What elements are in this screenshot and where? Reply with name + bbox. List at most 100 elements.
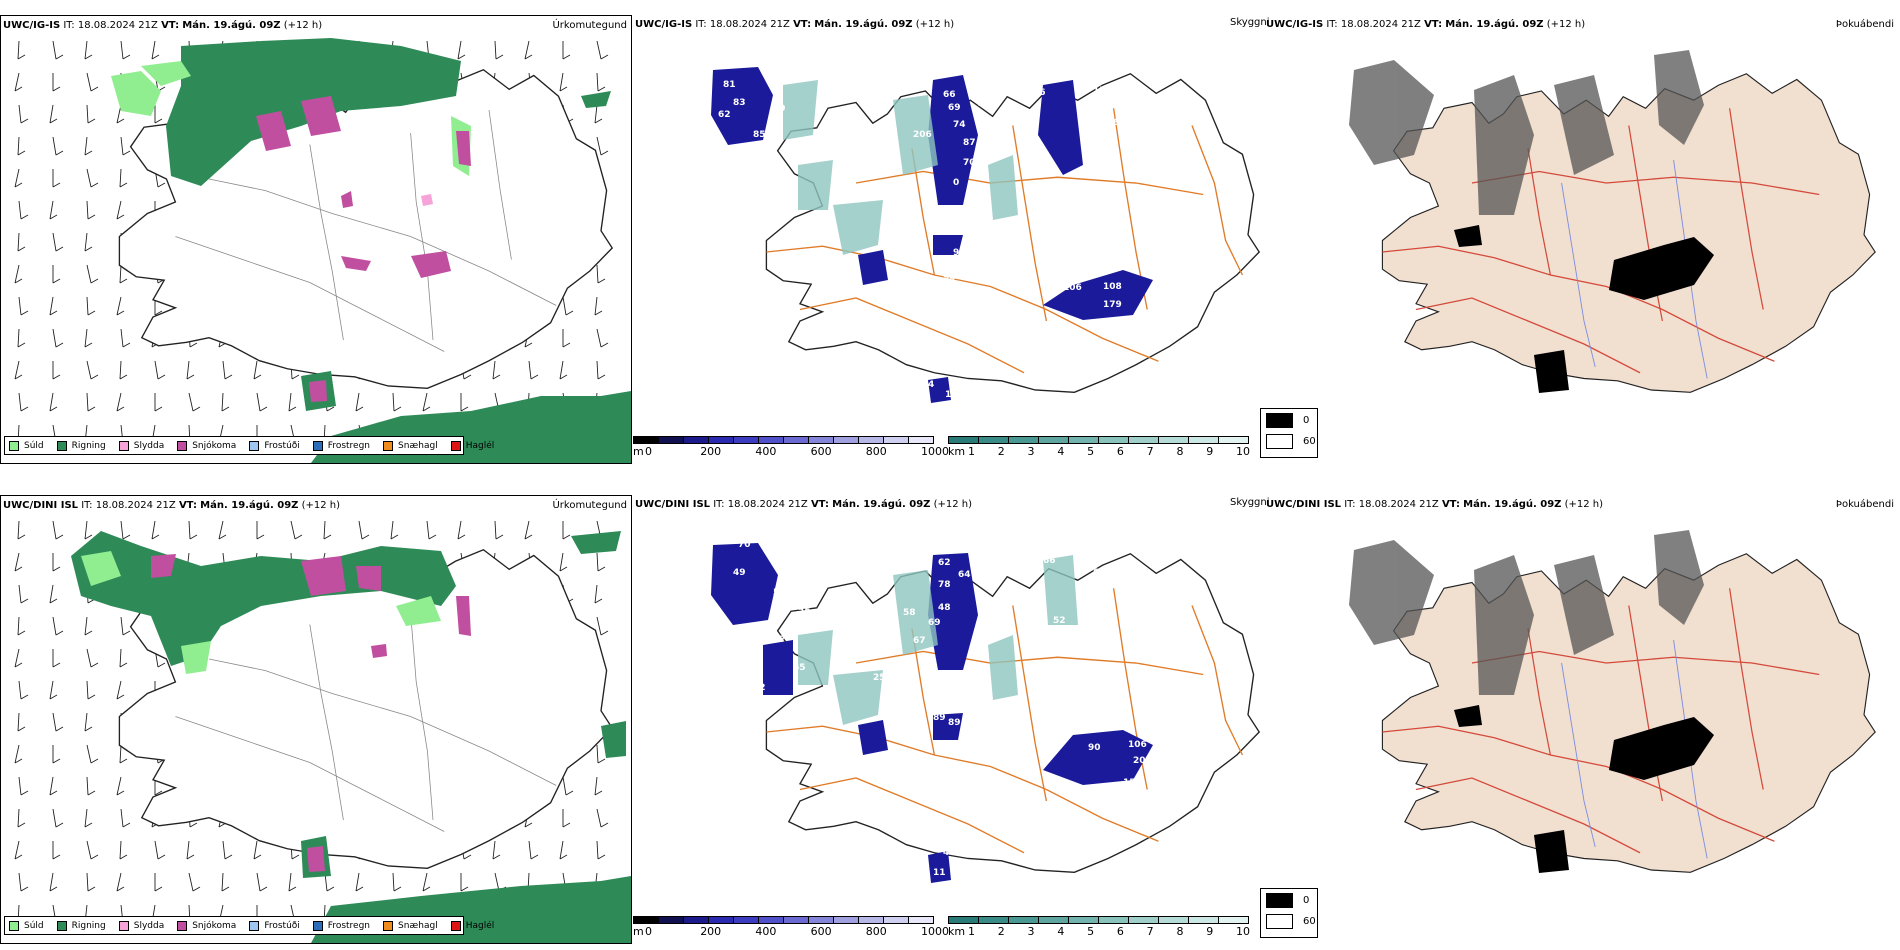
wind-barb	[52, 841, 61, 860]
legend-swatch	[312, 440, 323, 451]
wind-barb	[18, 680, 29, 700]
colorbar-segment	[758, 916, 784, 924]
wind-barb	[17, 520, 26, 540]
colorbar-tick: 4	[1057, 445, 1065, 458]
visibility-panel-top: 81 62 83 79 85 66 63 69 45 74 87 70 206 0 156 67 16 56 10 9…	[633, 15, 1270, 465]
wind-barb	[256, 521, 265, 540]
legend-swatch	[9, 920, 19, 931]
fog-key-label: 60	[1303, 436, 1316, 447]
colorbar-tick: 400	[755, 445, 777, 458]
precip-title-bottom: Úrkomutegund	[552, 500, 627, 511]
colorbar-tick: 200	[700, 445, 722, 458]
wind-barb	[562, 776, 574, 796]
wind-barb	[355, 872, 364, 892]
wind-barb	[17, 808, 26, 828]
wind-barb	[323, 520, 332, 540]
wind-barb	[422, 392, 431, 412]
colorbar-segment	[1098, 916, 1129, 924]
wind-barb	[86, 392, 96, 412]
fog-title-bottom: Þokuábendi	[1835, 499, 1894, 510]
visibility-value-label: 56	[1033, 88, 1046, 98]
fog-header-bottom: UWC/DINI ISL IT: 18.08.2024 21Z VT: Mán.…	[1266, 499, 1603, 511]
fog-key-bottom: 0 60	[1260, 888, 1318, 938]
colorbar-segment	[858, 916, 884, 924]
wind-barb	[52, 328, 64, 348]
wind-barb	[596, 40, 609, 60]
wind-barb	[422, 872, 431, 892]
legend-item: Haglél	[450, 440, 494, 451]
visibility-title-bottom: Skyggni	[1230, 497, 1270, 508]
visibility-value-label: 78	[938, 580, 951, 590]
visibility-value-label: 92	[753, 683, 766, 693]
vt-value: Mán. 19.ágú. 09Z	[182, 20, 281, 31]
wind-barb	[390, 520, 399, 540]
wind-barb	[86, 648, 99, 668]
legend-swatch	[249, 440, 260, 451]
wind-barb	[154, 393, 163, 412]
wind-barb	[18, 776, 29, 796]
wind-barb	[84, 808, 93, 828]
vt-label: VT:	[1441, 499, 1460, 510]
wind-barb	[18, 296, 29, 316]
colorbar-tick: 8	[1176, 925, 1184, 938]
wind-barb	[84, 616, 93, 636]
wind-barb	[86, 104, 96, 124]
wind-barb	[14, 72, 23, 92]
wind-barb	[290, 520, 303, 540]
fog-key-label: 0	[1303, 895, 1310, 906]
wind-barb	[186, 360, 195, 380]
legend-label: Slydda	[133, 920, 165, 931]
colorbar-segment	[758, 436, 784, 444]
colorbar-unit: km	[948, 445, 966, 458]
legend-swatch	[383, 920, 394, 931]
fog-key-row: 60	[1266, 434, 1316, 449]
visibility-value-label: 63	[973, 86, 986, 96]
legend-swatch	[177, 920, 188, 931]
wind-barb	[221, 872, 230, 892]
fog-panel-top: UWC/IG-IS IT: 18.08.2024 21Z VT: Mán. 19…	[1260, 15, 1900, 465]
legend-item: Snjókoma	[177, 440, 236, 451]
wind-barb	[559, 72, 568, 92]
visibility-value-label: 62	[938, 558, 951, 568]
legend-swatch	[56, 440, 67, 451]
visibility-value-label: 4	[943, 848, 949, 858]
colorbar-tick: 4	[1057, 925, 1065, 938]
wind-barb	[119, 168, 128, 188]
fog-key-swatch	[1266, 413, 1293, 428]
legend-item: Slydda	[118, 920, 165, 931]
colorbar-tick: 7	[1146, 925, 1154, 938]
wind-barb	[186, 840, 195, 860]
legend-item: Haglél	[450, 920, 494, 931]
visibility-value-label: 85	[753, 130, 766, 140]
model-name: UWC/IG-IS	[635, 19, 693, 30]
legend-item: Rigning	[56, 920, 106, 931]
colorbar-tick: 400	[755, 925, 777, 938]
legend-swatch	[312, 920, 323, 931]
wind-barb	[154, 360, 166, 380]
colorbar-unit: m	[633, 925, 644, 938]
legend-item: Súld	[9, 920, 44, 931]
colorbar-tick: 600	[810, 925, 832, 938]
colorbar-segment	[978, 436, 1009, 444]
wind-barb	[84, 136, 93, 156]
it-value: 18.08.2024 21Z	[77, 20, 158, 31]
visibility-value-label: 66	[1043, 556, 1056, 566]
wind-barb	[49, 776, 58, 796]
wind-barb	[52, 361, 61, 380]
legend-label: Snæhagl	[398, 440, 438, 451]
colorbar-segment	[1098, 436, 1129, 444]
wind-barb	[49, 872, 58, 892]
wind-barb	[52, 745, 61, 764]
visibility-value-label: 106	[1128, 740, 1147, 750]
wind-barb	[596, 840, 606, 860]
visibility-value-label: 35	[798, 608, 811, 618]
colorbar-segment	[733, 436, 759, 444]
model-name: UWC/IG-IS	[3, 20, 61, 31]
colorbar-tick: 9	[1206, 925, 1214, 938]
model-name: UWC/DINI ISL	[3, 500, 79, 511]
colorbar-tick: 1	[968, 445, 975, 458]
legend-swatch	[56, 920, 67, 931]
visibility-value-label: 53	[773, 588, 786, 598]
visibility-value-label: 65	[793, 663, 806, 673]
